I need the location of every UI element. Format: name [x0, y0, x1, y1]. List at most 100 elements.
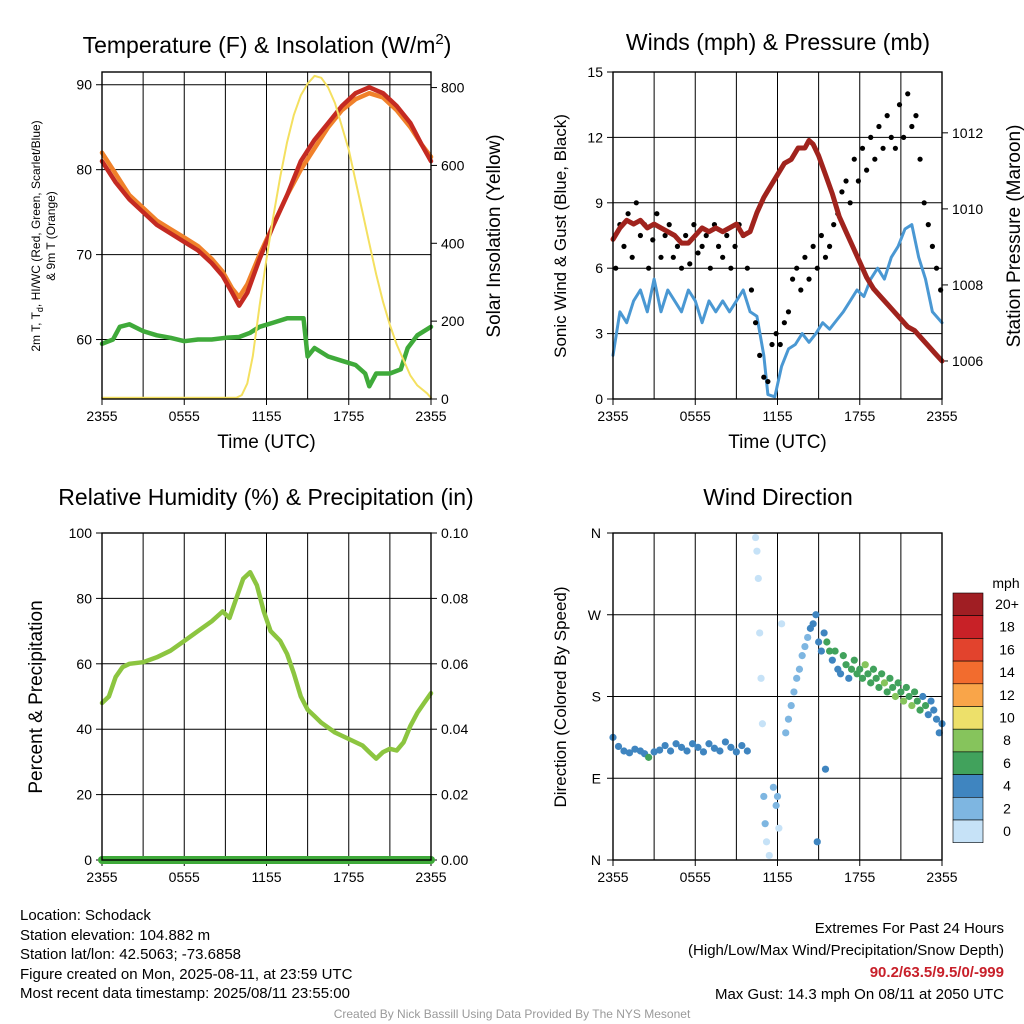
gust-point [752, 320, 759, 326]
legend-swatch [952, 819, 984, 844]
gust-point [826, 243, 833, 249]
direction-point [828, 656, 836, 664]
gust-point [802, 254, 808, 260]
y-right-tick-label: 0.02 [441, 787, 468, 803]
y-tick-label: 9 [595, 195, 603, 211]
gust-point [933, 265, 940, 271]
gust-point [670, 254, 676, 260]
direction-point [913, 697, 921, 705]
x-tick-label: 2355 [926, 408, 957, 424]
legend-label: 10 [999, 710, 1015, 726]
direction-point [842, 661, 850, 669]
winds-panel: 2355 0555 1155 1755 2355 Time (UTC) 0 3 6 9 12 15 10… [551, 29, 1024, 453]
legend-label: 8 [1003, 732, 1011, 748]
direction-point [886, 674, 894, 682]
direction-point [620, 747, 628, 755]
x-tick-label: 2355 [86, 869, 117, 885]
y-tick-label: S [592, 689, 601, 705]
station-info: Location: Schodack Station elevation: 10… [20, 906, 352, 1004]
direction-point [761, 820, 769, 828]
gust-point [724, 232, 730, 239]
x-tick-label: 2355 [926, 869, 957, 885]
x-tick-label: 2355 [415, 408, 446, 424]
gust-point [896, 102, 903, 108]
direction-point [875, 683, 883, 692]
gust-point [728, 265, 734, 271]
y-right-axis-label: Solar Insolation (Yellow) [484, 134, 505, 337]
gust-point [691, 222, 697, 228]
direction-point [753, 547, 761, 555]
y-tick-label: E [592, 770, 601, 786]
elevation-text: Station elevation: 104.882 m [20, 926, 211, 944]
direction-point [902, 683, 910, 692]
chart-title: Wind Direction [703, 484, 853, 510]
direction-point [769, 783, 777, 791]
direction-point [751, 533, 760, 542]
direction-point [782, 729, 790, 737]
direction-point [666, 747, 675, 755]
direction-point [757, 674, 765, 682]
y-right-tick-label: 0 [441, 391, 449, 407]
direction-point [656, 746, 664, 754]
gust-point [872, 156, 878, 162]
direction-point [850, 656, 858, 664]
direction-point [858, 674, 867, 682]
legend-swatch [952, 638, 984, 662]
direction-point [793, 674, 801, 682]
gust-point [839, 189, 845, 195]
gust-point [720, 254, 726, 260]
created-text: Figure created on Mon, 2025-08-11, at 23… [20, 965, 353, 983]
series-solar [101, 74, 432, 399]
y-right-tick-label: 1010 [952, 201, 983, 217]
y-right-axis-label: Station Pressure (Maroon) [1004, 125, 1024, 348]
gust-point [699, 243, 705, 249]
location-text: Location: Schodack [20, 907, 151, 924]
direction-point [614, 742, 623, 751]
y-right-tick-label: 0.10 [441, 525, 468, 541]
direction-point [861, 661, 869, 669]
gust-point [744, 265, 750, 271]
gust-point [917, 156, 923, 162]
legend-label: 6 [1003, 755, 1011, 771]
direction-point [825, 647, 834, 655]
x-tick-label: 1755 [844, 408, 875, 424]
direction-point [836, 670, 845, 678]
gust-point [921, 200, 927, 206]
direction-point [772, 801, 780, 810]
y-axis-label: Sonic Wind & Gust (Blue, Black) [551, 114, 570, 358]
gust-point [851, 156, 857, 162]
direction-point [775, 824, 783, 832]
gust-point [789, 276, 796, 282]
direction-point [924, 711, 932, 719]
y-right-tick-label: 200 [441, 313, 465, 329]
gust-point [822, 254, 829, 260]
direction-point [710, 744, 719, 752]
x-tick-label: 2355 [597, 408, 628, 424]
direction-point [894, 679, 902, 687]
direction-point [845, 674, 853, 682]
y-tick-label: 80 [76, 590, 92, 606]
direction-point [815, 638, 823, 646]
direction-point [625, 749, 634, 757]
series-wind [611, 223, 944, 399]
direction-point [677, 743, 686, 751]
y-tick-label: N [591, 852, 601, 868]
gust-point [831, 222, 837, 228]
gust-point [884, 113, 890, 119]
credit-text: Created By Nick Bassill Using Data Provi… [333, 1007, 691, 1021]
legend-swatch [952, 728, 984, 753]
x-tick-label: 1155 [251, 408, 281, 424]
chart-title: Temperature (F) & Insolation (W/m2) [83, 31, 452, 58]
y-tick-label: 100 [69, 525, 93, 541]
gust-point [814, 265, 820, 271]
y-label-part: 2m T, T [29, 311, 43, 351]
gust-point [901, 134, 907, 140]
direction-point [778, 620, 786, 628]
plot-border [101, 71, 432, 400]
temperature-panel: 2355 0555 1155 1755 2355 Time (UTC) 60 70 80 90 0 2… [29, 31, 505, 453]
direction-point [812, 611, 820, 619]
plot-border [612, 532, 943, 861]
gust-point [868, 134, 874, 140]
legend-label: 14 [999, 664, 1015, 680]
